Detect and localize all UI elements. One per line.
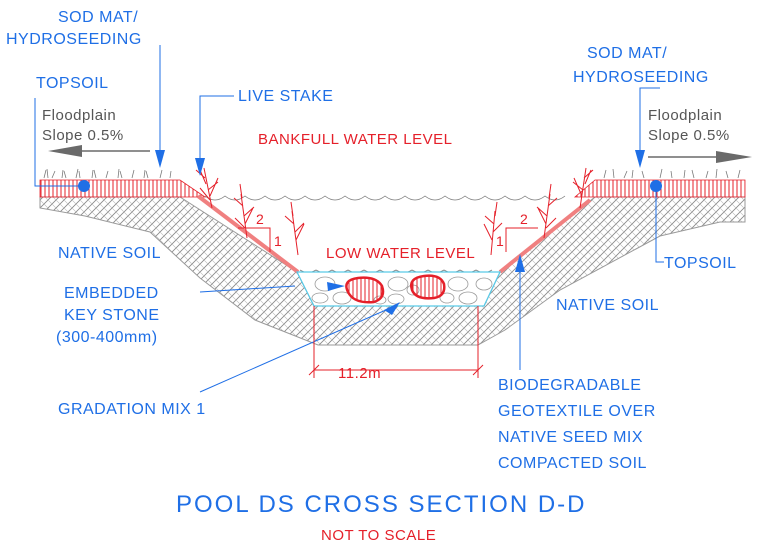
- gradation-mix-label: GRADATION MIX 1: [58, 401, 206, 418]
- topsoil-left: [39, 179, 207, 198]
- right-bank-geotextile: [498, 198, 592, 274]
- floodplain-arrow-right: [648, 151, 752, 163]
- topsoil-marker-left: [78, 180, 90, 192]
- sod-mat-right-line2: HYDROSEEDING: [573, 69, 709, 86]
- floodplain-left-line1: Floodplain: [42, 107, 116, 124]
- slope-run-right: 2: [520, 211, 528, 227]
- live-stake-label: LIVE STAKE: [238, 88, 333, 105]
- geotextile-line2: GEOTEXTILE OVER: [498, 403, 656, 420]
- key-stone-line2: KEY STONE: [64, 307, 160, 324]
- bankfull-water-surface: [204, 195, 566, 201]
- slope-run-left: 2: [256, 211, 264, 227]
- key-stone-line1: EMBEDDED: [64, 285, 159, 302]
- geotextile-line4: COMPACTED SOIL: [498, 455, 647, 472]
- live-stake-plants: [195, 167, 594, 256]
- key-stones: [345, 274, 446, 304]
- topsoil-right-label: TOPSOIL: [664, 255, 737, 272]
- sod-mat-left-line1: SOD MAT/: [58, 9, 138, 26]
- low-water-label: LOW WATER LEVEL: [326, 245, 475, 262]
- leader-arrowheads: [155, 150, 645, 315]
- native-soil-right-label: NATIVE SOIL: [556, 297, 659, 314]
- slope-rise-right: 1: [496, 233, 504, 249]
- native-soil-left-label: NATIVE SOIL: [58, 245, 161, 262]
- topsoil-marker-right: [650, 180, 662, 192]
- sod-mat-left-line2: HYDROSEEDING: [6, 31, 142, 48]
- drawing-subtitle: NOT TO SCALE: [321, 527, 436, 544]
- key-stone-line3: (300-400mm): [56, 329, 158, 346]
- geotextile-line3: NATIVE SEED MIX: [498, 429, 643, 446]
- sod-mat-right-line1: SOD MAT/: [587, 45, 667, 62]
- grass-right: [603, 168, 741, 179]
- floodplain-left-line2: Slope 0.5%: [42, 127, 124, 144]
- geotextile-line1: BIODEGRADABLE: [498, 377, 641, 394]
- width-dimension-label: 11.2m: [338, 365, 381, 382]
- slope-ratio-right: [505, 227, 538, 252]
- slope-rise-left: 1: [274, 233, 282, 249]
- floodplain-arrow-left: [48, 145, 150, 157]
- floodplain-right-line1: Floodplain: [648, 107, 722, 124]
- topsoil-left-label: TOPSOIL: [36, 75, 109, 92]
- grass-left: [43, 168, 172, 179]
- bankfull-label: BANKFULL WATER LEVEL: [258, 131, 453, 148]
- width-dimension: [308, 306, 484, 378]
- low-water-surface: [299, 269, 493, 273]
- left-bank-geotextile: [196, 194, 300, 274]
- drawing-title: POOL DS CROSS SECTION D-D: [176, 491, 587, 518]
- slope-ratio-left: [238, 227, 271, 252]
- floodplain-right-line2: Slope 0.5%: [648, 127, 730, 144]
- leader-lines: [34, 45, 664, 393]
